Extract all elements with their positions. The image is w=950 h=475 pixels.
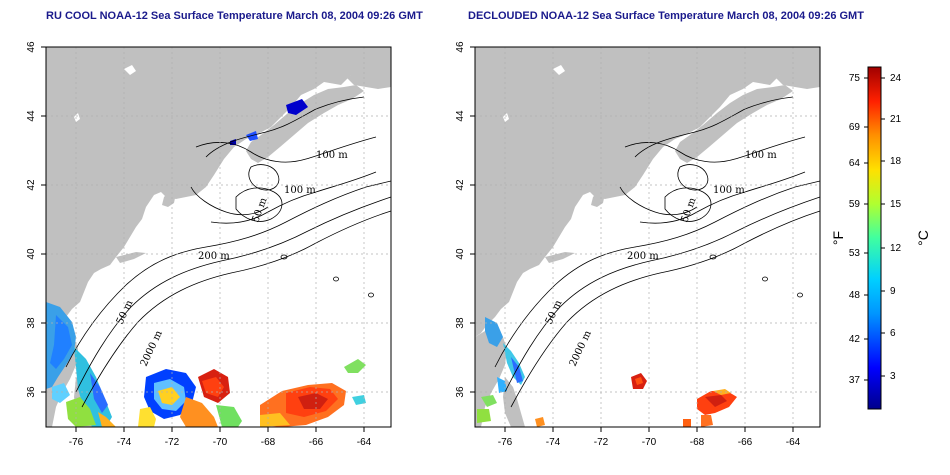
celsius-tick-label: 15	[890, 199, 902, 210]
lon-tick-label: -72	[165, 437, 180, 448]
left-contour-label: 100 m	[284, 185, 316, 196]
lat-tick-label: 38	[26, 317, 37, 329]
lon-tick-label: -66	[738, 437, 753, 448]
lat-tick-label: 40	[455, 248, 466, 260]
right-lat-tick-labels: 46 44 42 40 38 36	[455, 41, 466, 398]
lat-tick-label: 36	[26, 386, 37, 398]
left-lon-tick-labels: -76 -74 -72 -70 -68 -66 -64	[69, 437, 372, 448]
lat-tick-label: 46	[455, 41, 466, 53]
celsius-tick-label: 18	[890, 156, 902, 167]
fahrenheit-tick-label: 37	[849, 375, 861, 386]
celsius-tick-label: 21	[890, 114, 902, 125]
fahrenheit-tick-label: 42	[849, 334, 861, 345]
right-contour-label: 100 m	[713, 185, 745, 196]
celsius-tick-label: 6	[890, 328, 896, 339]
fahrenheit-tick-label: 59	[849, 199, 861, 210]
colorbar: 75 69 64 59 53 48 42 37 24 21 18 15 12 9…	[830, 66, 931, 410]
left-map-frame	[45, 46, 392, 428]
right-sst-patches	[477, 317, 737, 427]
celsius-tick-label: 24	[890, 73, 902, 84]
lat-tick-label: 44	[26, 110, 37, 122]
lon-tick-label: -68	[261, 437, 276, 448]
right-map-title: DECLOUDED NOAA-12 Sea Surface Temperatur…	[468, 10, 864, 22]
celsius-unit-label: °C	[915, 230, 931, 246]
lat-tick-label: 38	[455, 317, 466, 329]
right-lon-tick-labels: -76 -74 -72 -70 -68 -66 -64	[498, 437, 801, 448]
lon-tick-label: -72	[594, 437, 609, 448]
lon-tick-label: -70	[642, 437, 657, 448]
lon-tick-label: -68	[690, 437, 705, 448]
fahrenheit-unit-label: °F	[830, 231, 846, 245]
lon-tick-label: -64	[786, 437, 801, 448]
right-axes	[470, 46, 794, 432]
lat-tick-label: 42	[26, 179, 37, 191]
lon-tick-label: -74	[546, 437, 561, 448]
left-lat-tick-labels: 46 44 42 40 38 36	[26, 41, 37, 398]
left-map: 100 m 100 m 50 m 200 m 50 m 2000 m	[45, 46, 392, 428]
lat-tick-label: 40	[26, 248, 37, 260]
right-contour-label: 100 m	[745, 150, 777, 161]
left-axes	[41, 46, 365, 432]
lon-tick-label: -74	[117, 437, 132, 448]
lat-tick-label: 44	[455, 110, 466, 122]
left-map-title: RU COOL NOAA-12 Sea Surface Temperature …	[46, 10, 423, 22]
celsius-tick-label: 3	[890, 371, 896, 382]
celsius-tick-label: 9	[890, 286, 896, 297]
lon-tick-label: -76	[69, 437, 84, 448]
fahrenheit-tick-label: 53	[849, 248, 861, 259]
lon-tick-label: -66	[309, 437, 324, 448]
right-map: 100 m 100 m 50 m 200 m 50 m 2000 m	[474, 46, 821, 428]
lat-tick-label: 42	[455, 179, 466, 191]
celsius-tick-label: 12	[890, 243, 902, 254]
fahrenheit-tick-label: 48	[849, 290, 861, 301]
fahrenheit-tick-label: 75	[849, 73, 861, 84]
lon-tick-label: -76	[498, 437, 513, 448]
left-contour-label: 200 m	[198, 251, 230, 262]
right-map-frame	[474, 46, 821, 428]
lat-tick-label: 46	[26, 41, 37, 53]
colorbar-gradient	[867, 66, 882, 410]
fahrenheit-tick-label: 69	[849, 122, 861, 133]
lon-tick-label: -64	[357, 437, 372, 448]
lat-tick-label: 36	[455, 386, 466, 398]
right-contour-label: 200 m	[627, 251, 659, 262]
left-contour-label: 100 m	[316, 150, 348, 161]
fahrenheit-tick-label: 64	[849, 158, 861, 169]
lon-tick-label: -70	[213, 437, 228, 448]
